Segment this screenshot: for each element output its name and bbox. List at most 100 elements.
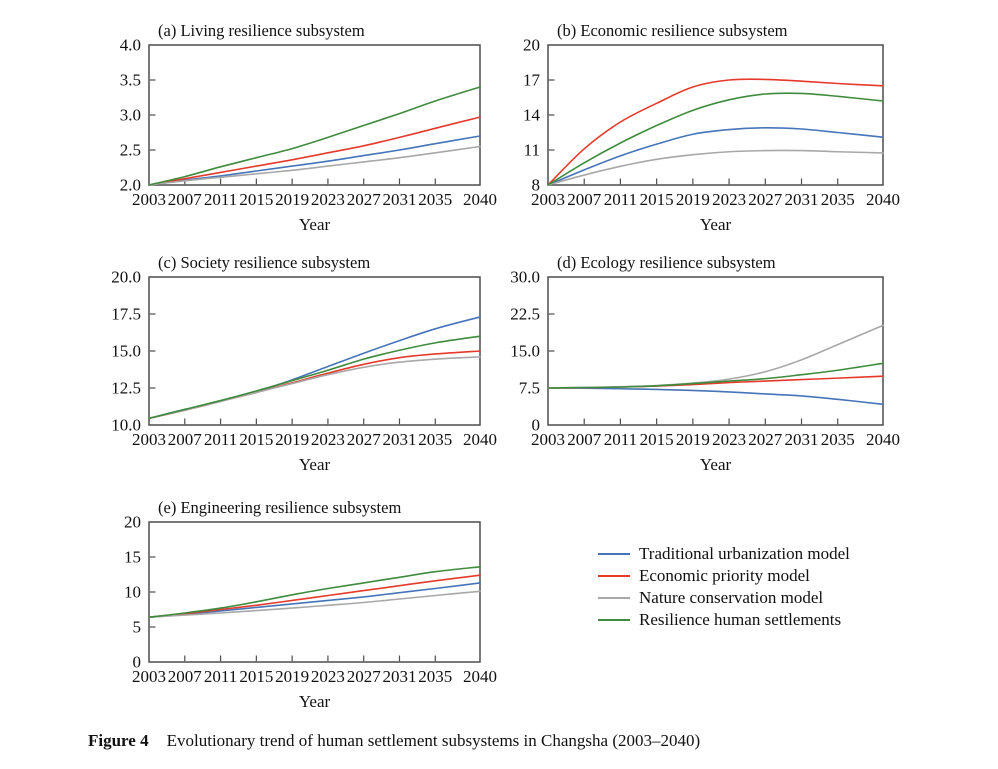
legend-line-swatch-gray — [598, 597, 630, 599]
plot-border — [547, 44, 884, 186]
series-line — [148, 590, 481, 618]
chart-panel-engineering: (e) Engineering resilience subsystem 0 5 10… — [87, 492, 497, 717]
y-tick-label: 8 — [532, 176, 541, 195]
legend-line-swatch-green — [598, 619, 630, 621]
series-line — [547, 92, 884, 186]
x-tick-label: 2019 — [275, 430, 309, 449]
x-tick-label: 2011 — [204, 667, 237, 686]
x-tick-label: 2035 — [418, 190, 452, 209]
living-resilience-chart: (a) Living resilience subsystem 2.0 2.5 3.0… — [120, 21, 497, 234]
x-tick-label: 2027 — [347, 190, 382, 209]
chart-title: (a) Living resilience subsystem — [158, 21, 365, 40]
x-tick-label: 2015 — [239, 667, 273, 686]
legend-item: Economic priority model — [598, 565, 850, 587]
legend-item-label: Traditional urbanization model — [639, 544, 850, 563]
y-tick-label: 17.5 — [111, 305, 141, 324]
y-tick-label: 17 — [523, 71, 541, 90]
legend-line-swatch-blue — [598, 553, 630, 555]
x-tick-label: 2040 — [866, 430, 900, 449]
x-axis-label: Year — [299, 692, 331, 711]
x-tick-label: 2019 — [275, 190, 309, 209]
x-tick-label: 2031 — [382, 667, 416, 686]
chart-panel-economic: (b) Economic resilience subsystem 8 11 14 17… — [486, 15, 900, 240]
y-tick-label: 4.0 — [120, 36, 141, 55]
x-tick-label: 2035 — [821, 430, 855, 449]
x-axis-label: Year — [700, 455, 732, 474]
plot-border — [148, 521, 481, 663]
series-line — [547, 387, 884, 406]
y-tick-label: 22.5 — [510, 305, 540, 324]
x-tick-label: 2007 — [168, 430, 203, 449]
chart-panel-living: (a) Living resilience subsystem 2.0 2.5 3.0… — [87, 15, 497, 240]
series-line — [148, 335, 481, 420]
x-tick-label: 2027 — [748, 190, 783, 209]
x-tick-label: 2027 — [347, 430, 382, 449]
y-tick-label: 3.5 — [120, 71, 141, 90]
chart-title: (c) Society resilience subsystem — [158, 253, 370, 272]
y-tick-label: 11 — [524, 141, 540, 160]
x-tick-label: 2023 — [712, 190, 746, 209]
chart-title: (d) Ecology resilience subsystem — [557, 253, 776, 272]
x-axis-label: Year — [700, 215, 732, 234]
ecology-resilience-chart: (d) Ecology resilience subsystem 0 7.5 15.0… — [510, 253, 900, 474]
x-tick-label: 2007 — [567, 190, 602, 209]
x-tick-label: 2011 — [604, 430, 637, 449]
x-tick-label: 2040 — [463, 430, 497, 449]
x-tick-label: 2019 — [676, 190, 710, 209]
x-tick-label: 2007 — [567, 430, 602, 449]
x-tick-label: 2007 — [168, 190, 203, 209]
legend-item: Traditional urbanization model — [598, 543, 850, 565]
chart-title: (b) Economic resilience subsystem — [557, 21, 788, 40]
series-line — [148, 145, 481, 186]
plot-border — [148, 44, 481, 186]
y-tick-label: 0 — [133, 653, 142, 672]
x-tick-label: 2003 — [132, 190, 166, 209]
x-tick-label: 2003 — [132, 430, 166, 449]
legend-item: Resilience human settlements — [598, 609, 850, 631]
x-tick-label: 2040 — [463, 190, 497, 209]
series-line — [547, 127, 884, 186]
plot-border — [148, 276, 481, 426]
y-tick-label: 30.0 — [510, 268, 540, 287]
y-tick-label: 0 — [532, 416, 541, 435]
series-line — [148, 116, 481, 186]
y-tick-label: 12.5 — [111, 379, 141, 398]
x-tick-label: 2003 — [531, 430, 565, 449]
figure-caption-label: Figure 4 — [88, 731, 149, 750]
y-tick-label: 7.5 — [519, 379, 540, 398]
y-tick-label: 15 — [124, 548, 141, 567]
x-tick-label: 2007 — [168, 667, 203, 686]
y-tick-label: 3.0 — [120, 106, 141, 125]
y-tick-label: 10.0 — [111, 416, 141, 435]
y-tick-label: 20 — [124, 513, 141, 532]
x-tick-label: 2011 — [204, 430, 237, 449]
x-tick-label: 2019 — [275, 667, 309, 686]
legend-item-label: Nature conservation model — [639, 588, 824, 607]
series-line — [547, 78, 884, 186]
series-line — [148, 574, 481, 618]
x-tick-label: 2035 — [418, 667, 452, 686]
plot-border — [547, 276, 884, 426]
chart-title: (e) Engineering resilience subsystem — [158, 498, 401, 517]
x-tick-label: 2040 — [866, 190, 900, 209]
x-tick-label: 2027 — [748, 430, 783, 449]
x-tick-label: 2023 — [712, 430, 746, 449]
x-tick-label: 2023 — [311, 430, 345, 449]
x-tick-label: 2015 — [640, 430, 674, 449]
x-tick-label: 2035 — [418, 430, 452, 449]
chart-panel-society: (c) Society resilience subsystem 10.0 12.5… — [87, 247, 497, 480]
x-tick-label: 2019 — [676, 430, 710, 449]
x-tick-label: 2003 — [132, 667, 166, 686]
y-tick-label: 20.0 — [111, 268, 141, 287]
x-axis-label: Year — [299, 215, 331, 234]
legend-item-label: Economic priority model — [639, 566, 810, 585]
economic-resilience-chart: (b) Economic resilience subsystem 8 11 14 17… — [523, 21, 900, 234]
series-line — [148, 566, 481, 618]
chart-panel-ecology: (d) Ecology resilience subsystem 0 7.5 15.0… — [486, 247, 900, 480]
x-tick-label: 2011 — [604, 190, 637, 209]
legend-item: Nature conservation model — [598, 587, 850, 609]
x-tick-label: 2015 — [239, 190, 273, 209]
x-tick-label: 2027 — [347, 667, 382, 686]
x-tick-label: 2023 — [311, 667, 345, 686]
legend-line-swatch-red — [598, 575, 630, 577]
